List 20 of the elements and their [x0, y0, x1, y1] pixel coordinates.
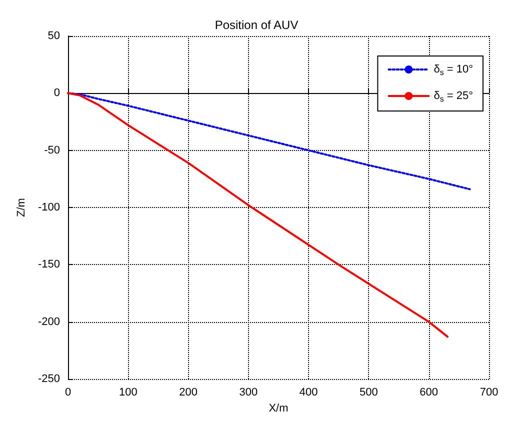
x-tick-label: 200 — [179, 386, 198, 398]
chart-title: Position of AUV — [214, 18, 298, 32]
y-tick-label: -200 — [38, 316, 60, 328]
x-tick-label: 0 — [64, 386, 72, 398]
y-tick-label: -150 — [38, 258, 60, 271]
y-tick-label: -250 — [38, 373, 60, 385]
line-series — [67, 92, 448, 338]
x-tick-label: 500 — [360, 386, 378, 398]
x-tick-label: 100 — [118, 386, 138, 398]
y-axis-title: Z/m — [16, 198, 28, 217]
y-tick-label: -50 — [44, 144, 60, 156]
y-tick-label: -100 — [38, 202, 60, 214]
line-series — [67, 92, 471, 190]
y-tick-label: 50 — [48, 30, 60, 42]
x-axis-title: X/m — [268, 402, 288, 414]
y-tick-label: 0 — [54, 87, 60, 100]
x-tick-label: 300 — [239, 386, 258, 398]
x-tick-label: 700 — [480, 386, 498, 398]
x-tick-label: 400 — [299, 386, 318, 398]
x-tick-label: 600 — [420, 386, 438, 398]
